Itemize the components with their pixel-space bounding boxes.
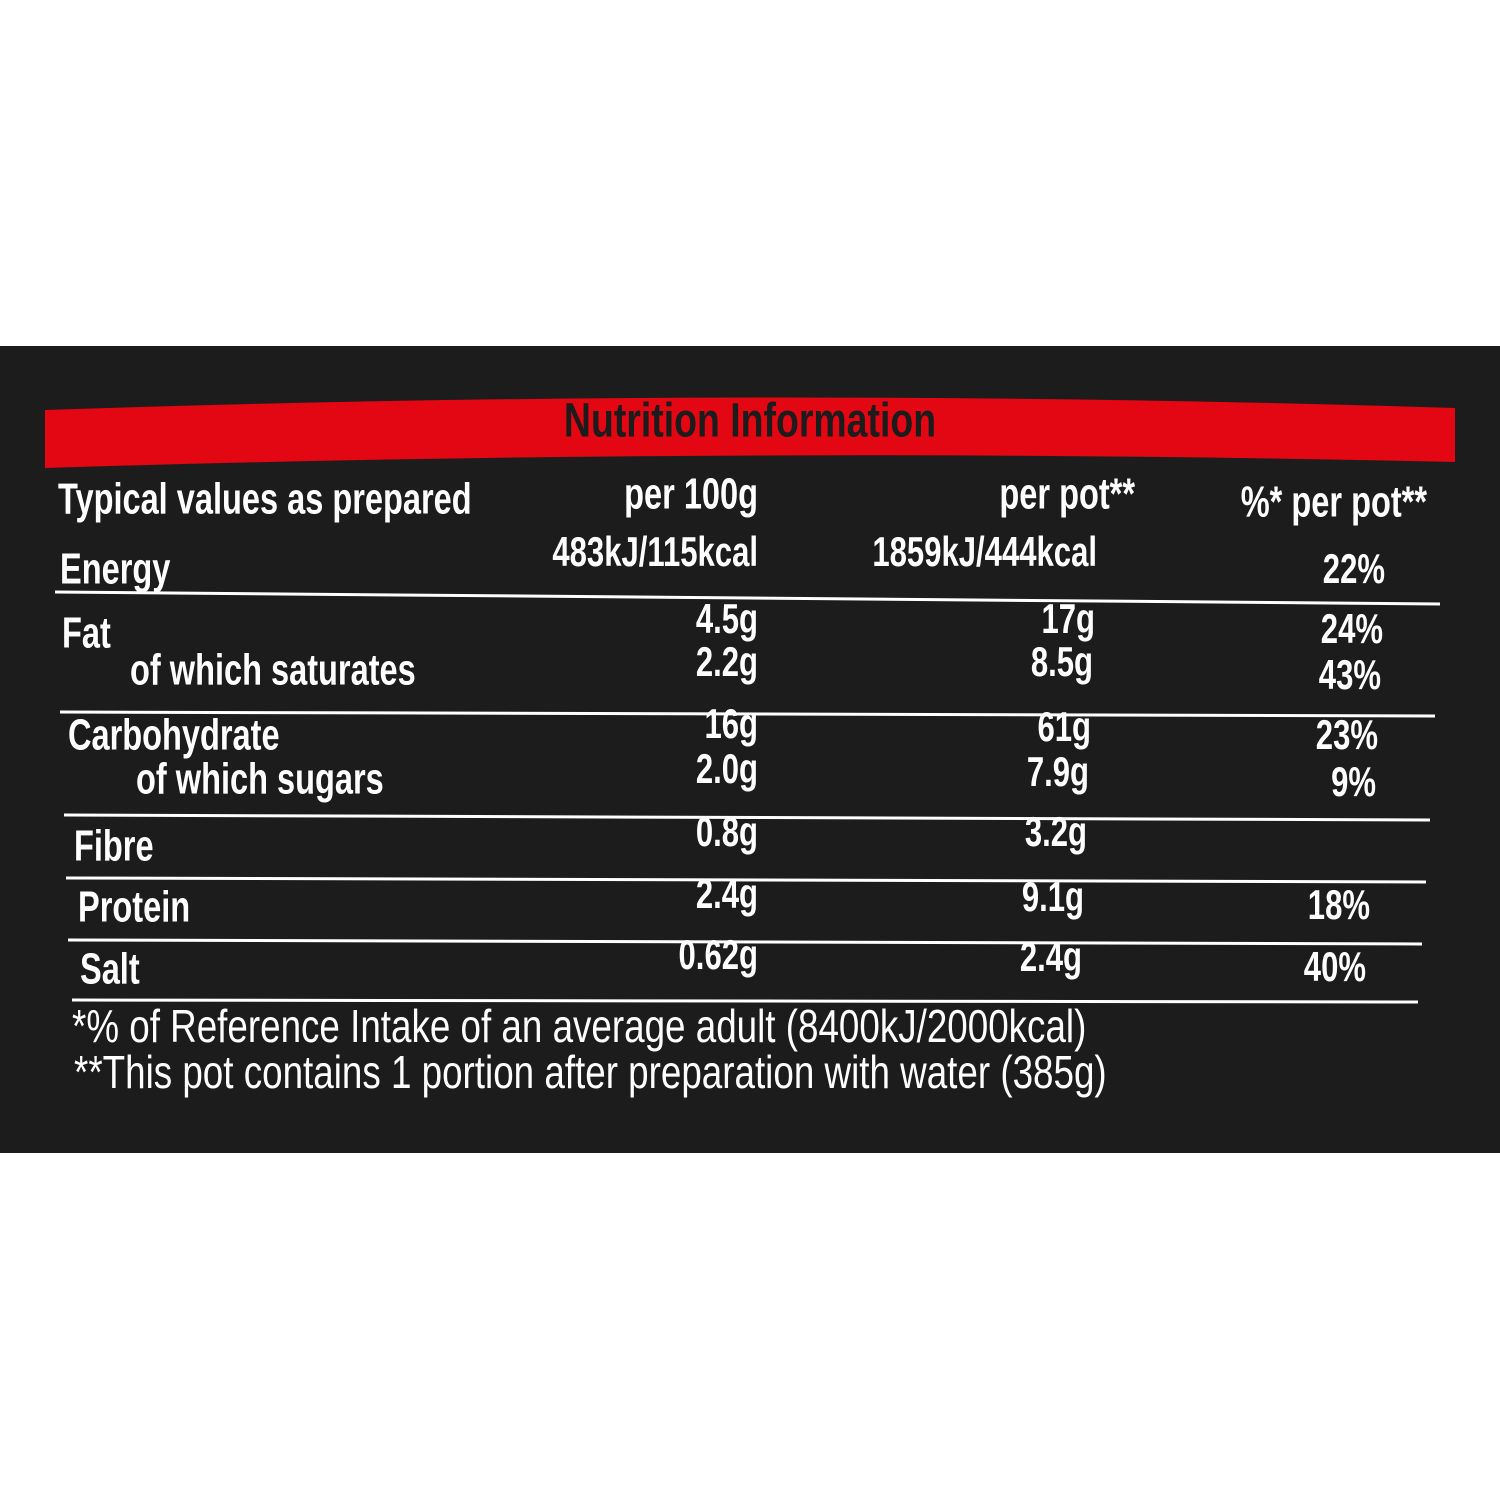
cell-value: 2.4g [1020, 934, 1082, 981]
cell-value: 2.2g [696, 639, 758, 686]
divider [67, 938, 1423, 946]
cell-value: 3.2g [1025, 809, 1087, 856]
cell-value: 24% [1321, 606, 1383, 653]
column-header: per 100g [624, 470, 758, 519]
row-label: of which sugars [136, 755, 384, 804]
footnote: *% of Reference Intake of an average adu… [72, 1000, 1086, 1052]
divider [71, 998, 1419, 1004]
divider [65, 876, 1427, 884]
cell-value: 40% [1304, 944, 1366, 991]
cell-value: 483kJ/115kcal [552, 529, 758, 576]
divider [59, 710, 1436, 718]
panel [0, 346, 1500, 1153]
cell-value: 1859kJ/444kcal [872, 529, 1097, 576]
footnote: **This pot contains 1 portion after prep… [74, 1046, 1107, 1098]
cell-value: 8.5g [1031, 639, 1093, 686]
row-label: Protein [78, 883, 190, 932]
cell-value: 0.62g [679, 932, 758, 979]
title: Nutrition Information [564, 394, 936, 448]
cell-value: 22% [1323, 546, 1385, 593]
cell-value: 2.0g [696, 746, 758, 793]
row-label: Fat [62, 609, 111, 658]
cell-value: 0.8g [696, 809, 758, 856]
cell-value: 16g [704, 701, 758, 748]
divider [54, 590, 1441, 606]
column-header: %* per pot** [1241, 478, 1428, 527]
cell-value: 23% [1316, 712, 1378, 759]
cell-value: 43% [1319, 652, 1381, 699]
cell-value: 17g [1041, 596, 1095, 643]
cell-value: 61g [1037, 704, 1091, 751]
cell-value: 18% [1308, 882, 1370, 929]
row-label: Carbohydrate [68, 711, 280, 760]
cell-value: 4.5g [696, 596, 758, 643]
row-label: Salt [80, 945, 140, 994]
cell-value: 9% [1331, 759, 1376, 806]
row-label: Fibre [74, 822, 154, 871]
cell-value: 7.9g [1027, 749, 1089, 796]
cell-value: 2.4g [696, 871, 758, 918]
title-banner [45, 397, 1455, 468]
column-header: Typical values as prepared [58, 475, 472, 524]
row-label: of which saturates [130, 646, 416, 695]
divider [63, 813, 1431, 822]
row-label: Energy [60, 545, 171, 594]
column-header: per pot** [999, 470, 1135, 519]
